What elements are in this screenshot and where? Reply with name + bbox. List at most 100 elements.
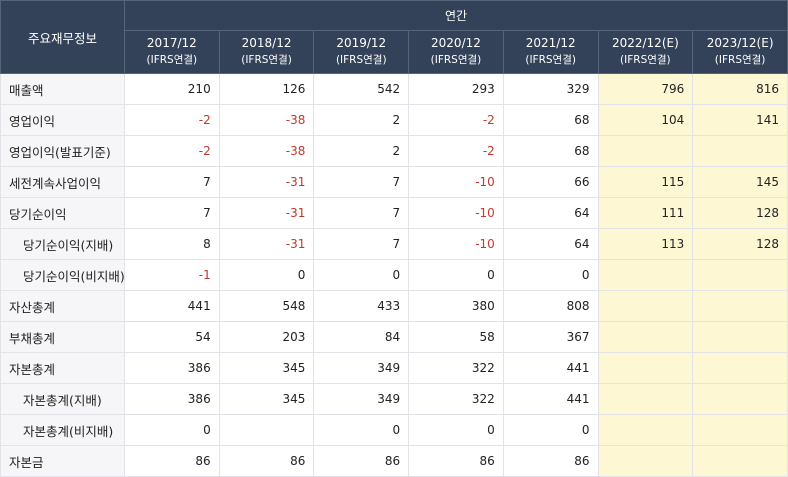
value-cell: 64	[502, 197, 599, 229]
value-cell: 349	[313, 383, 410, 415]
value-cell: 141	[692, 104, 788, 136]
table-row: 당기순이익 7 -31 7 -10 64 111 128	[0, 197, 788, 229]
value-cell: 816	[692, 73, 788, 105]
table-row: 당기순이익(지배) 8 -31 7 -10 64 113 128	[0, 228, 788, 260]
table-row: 자본총계(지배) 386 345 349 322 441	[0, 383, 788, 415]
value-cell: -2	[124, 135, 220, 167]
value-cell: 7	[313, 166, 410, 198]
value-cell: 367	[502, 321, 599, 353]
value-cell: 86	[124, 445, 220, 477]
value-cell: 796	[597, 73, 694, 105]
column-basis: (IFRS연결)	[620, 54, 671, 66]
column-basis: (IFRS연결)	[241, 54, 292, 66]
value-cell: -10	[408, 166, 504, 198]
column-period: 2021/12	[525, 36, 576, 50]
value-cell: -31	[218, 197, 315, 229]
value-cell: 0	[408, 414, 504, 446]
value-cell	[597, 352, 694, 384]
column-period: 2017/12	[146, 36, 197, 50]
header-row: 2017/12 (IFRS연결) 2018/12 (IFRS연결) 2019/12 (IF…	[1, 30, 788, 74]
column-header: 2022/12(E) (IFRS연결)	[597, 30, 694, 74]
column-header: 2020/12 (IFRS연결)	[408, 30, 504, 74]
table-row: 자본총계(비지배) 0 0 0 0	[0, 414, 788, 446]
value-cell: 86	[502, 445, 599, 477]
value-cell: 0	[313, 259, 410, 291]
value-cell: 2	[313, 104, 410, 136]
value-cell: -2	[408, 135, 504, 167]
row-label: 자본총계(비지배)	[0, 414, 125, 446]
row-label: 당기순이익	[0, 197, 125, 229]
value-cell	[692, 290, 788, 322]
column-header: 2023/12(E) (IFRS연결)	[692, 30, 788, 74]
column-basis: (IFRS연결)	[714, 54, 766, 66]
value-cell: 380	[408, 290, 504, 322]
group-header: 연간	[124, 0, 788, 31]
value-cell: 293	[408, 73, 504, 105]
column-period: 2020/12	[431, 36, 481, 50]
value-cell: 7	[124, 197, 220, 229]
value-cell: 542	[313, 73, 410, 105]
value-cell: -31	[218, 228, 315, 260]
column-period: 2023/12(E)	[706, 36, 774, 50]
row-label: 세전계속사업이익	[0, 166, 125, 198]
value-cell: 2	[313, 135, 410, 167]
value-cell: 7	[313, 197, 410, 229]
value-cell: 345	[218, 383, 315, 415]
value-cell: 0	[313, 414, 410, 446]
value-cell: -38	[218, 135, 315, 167]
row-label: 매출액	[0, 73, 125, 105]
column-header: 2018/12 (IFRS연결)	[218, 30, 315, 74]
column-basis: (IFRS연결)	[335, 54, 387, 66]
row-label: 부채총계	[0, 321, 125, 353]
column-basis: (IFRS연결)	[430, 54, 482, 66]
value-cell: -10	[408, 197, 504, 229]
row-label: 자본총계	[0, 352, 125, 384]
column-period: 2018/12	[241, 36, 292, 50]
value-cell: 548	[218, 290, 315, 322]
value-cell	[597, 135, 694, 167]
value-cell	[597, 321, 694, 353]
value-cell	[597, 383, 694, 415]
column-header: 2019/12 (IFRS연결)	[313, 30, 410, 74]
value-cell: 145	[692, 166, 788, 198]
header-row: 주요재무정보 연간	[0, 0, 788, 74]
value-cell	[597, 445, 694, 477]
value-cell: 345	[218, 352, 315, 384]
value-cell: 433	[313, 290, 410, 322]
value-cell: 54	[124, 321, 220, 353]
column-basis: (IFRS연결)	[525, 54, 576, 66]
value-cell: 441	[124, 290, 220, 322]
table-row: 자산총계 441 548 433 380 808	[0, 290, 788, 322]
value-cell: 8	[124, 228, 220, 260]
value-cell: -2	[408, 104, 504, 136]
value-cell	[692, 135, 788, 167]
value-cell: 86	[408, 445, 504, 477]
value-cell: 128	[692, 197, 788, 229]
row-label: 영업이익	[0, 104, 125, 136]
value-cell: -10	[408, 228, 504, 260]
value-cell: 115	[597, 166, 694, 198]
value-cell	[692, 321, 788, 353]
row-label: 당기순이익(비지배)	[0, 259, 125, 291]
table-row: 영업이익(발표기준) -2 -38 2 -2 68	[0, 135, 788, 167]
value-cell: 128	[692, 228, 788, 260]
value-cell: 113	[597, 228, 694, 260]
table-header: 주요재무정보 연간 2017/12 (IFRS연결) 2018/12 (IFRS연결)…	[0, 0, 788, 74]
value-cell: -2	[124, 104, 220, 136]
table-row: 매출액 210 126 542 293 329 796 816	[0, 73, 788, 105]
value-cell: 441	[502, 352, 599, 384]
value-cell	[692, 383, 788, 415]
table-row: 부채총계 54 203 84 58 367	[0, 321, 788, 353]
value-cell: 64	[502, 228, 599, 260]
row-label: 당기순이익(지배)	[0, 228, 125, 260]
value-cell: 203	[218, 321, 315, 353]
table-row: 자본총계 386 345 349 322 441	[0, 352, 788, 384]
value-cell: 0	[502, 259, 599, 291]
table-row: 영업이익 -2 -38 2 -2 68 104 141	[0, 104, 788, 136]
column-header: 2021/12 (IFRS연결)	[502, 30, 599, 74]
table-row: 세전계속사업이익 7 -31 7 -10 66 115 145	[0, 166, 788, 198]
value-cell: 349	[313, 352, 410, 384]
value-cell	[597, 414, 694, 446]
value-cell: 86	[218, 445, 315, 477]
